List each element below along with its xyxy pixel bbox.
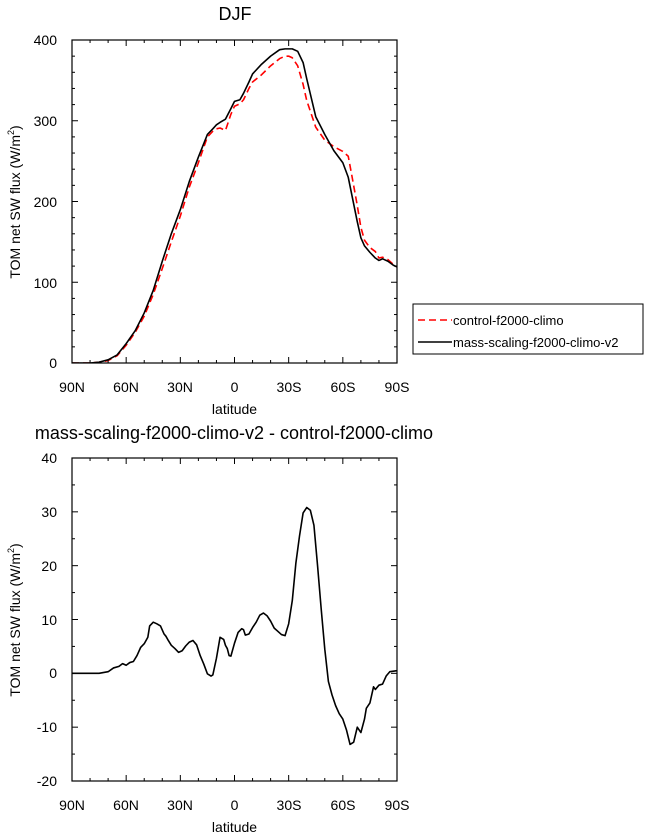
bottom-xtick-label-4: 30S	[277, 797, 302, 813]
bottom-xtick-label-2: 30N	[167, 797, 193, 813]
bottom-ytick-label-2: 0	[49, 665, 57, 681]
top-ylabel-sup: 2	[6, 130, 16, 135]
top-xtick-label-4: 30S	[277, 379, 302, 395]
top-series-line-0	[72, 55, 397, 363]
legend: control-f2000-climo mass-scaling-f2000-c…	[412, 303, 644, 355]
top-ylabel-main: TOM net SW flux (W/m	[7, 135, 23, 279]
top-xtick-label-3: 0	[231, 379, 239, 395]
bottom-x-axis-label: latitude	[212, 819, 257, 835]
legend-label-control: control-f2000-climo	[453, 313, 564, 328]
top-x-axis-label: latitude	[212, 401, 257, 417]
top-xtick-label-5: 60S	[331, 379, 356, 395]
bottom-plot-frame	[71, 457, 398, 782]
top-y-axis-label: TOM net SW flux (W/m2)	[6, 125, 23, 278]
top-axis-ticks	[71, 39, 398, 364]
top-plot-frame	[71, 39, 398, 364]
legend-box	[412, 303, 644, 355]
bottom-ytick-label-0: -20	[37, 773, 57, 789]
bottom-xtick-label-6: 90S	[385, 797, 410, 813]
bottom-y-axis-label: TOM net SW flux (W/m2)	[6, 543, 23, 696]
top-panel: DJF 0 100 200 300 400 90N 60N 30N 0 30S …	[6, 4, 409, 417]
bottom-ytick-label-5: 30	[41, 504, 57, 520]
bottom-xtick-label-0: 90N	[59, 797, 85, 813]
top-xtick-label-6: 90S	[385, 379, 410, 395]
top-xtick-label-2: 30N	[167, 379, 193, 395]
top-xtick-label-1: 60N	[113, 379, 139, 395]
top-ytick-label-3: 300	[34, 113, 58, 129]
top-chart-title: DJF	[219, 4, 252, 24]
bottom-ylabel-close: )	[7, 543, 23, 548]
bottom-ytick-label-3: 10	[41, 612, 57, 628]
bottom-ytick-label-6: 40	[41, 450, 57, 466]
bottom-plot-area	[72, 506, 397, 746]
bottom-panel: mass-scaling-f2000-climo-v2 - control-f2…	[6, 423, 433, 835]
bottom-xtick-label-1: 60N	[113, 797, 139, 813]
legend-label-mass-scaling: mass-scaling-f2000-climo-v2	[453, 335, 618, 350]
bottom-ylabel-sup: 2	[6, 548, 16, 553]
top-ytick-label-2: 200	[34, 194, 58, 210]
bottom-ytick-label-4: 20	[41, 558, 57, 574]
top-ylabel-close: )	[7, 125, 23, 130]
bottom-xtick-label-3: 0	[231, 797, 239, 813]
bottom-ylabel-main: TOM net SW flux (W/m	[7, 553, 23, 697]
top-ytick-label-4: 400	[34, 32, 58, 48]
top-plot-area	[72, 48, 397, 363]
bottom-axis-ticks	[71, 457, 398, 782]
bottom-xtick-label-5: 60S	[331, 797, 356, 813]
top-xtick-label-0: 90N	[59, 379, 85, 395]
bottom-series-line-0	[72, 506, 397, 746]
top-ytick-label-0: 0	[49, 355, 57, 371]
top-ytick-label-1: 100	[34, 275, 58, 291]
top-series-line-1	[72, 48, 397, 363]
bottom-chart-title: mass-scaling-f2000-climo-v2 - control-f2…	[35, 423, 433, 443]
bottom-ytick-label-1: -10	[37, 719, 57, 735]
